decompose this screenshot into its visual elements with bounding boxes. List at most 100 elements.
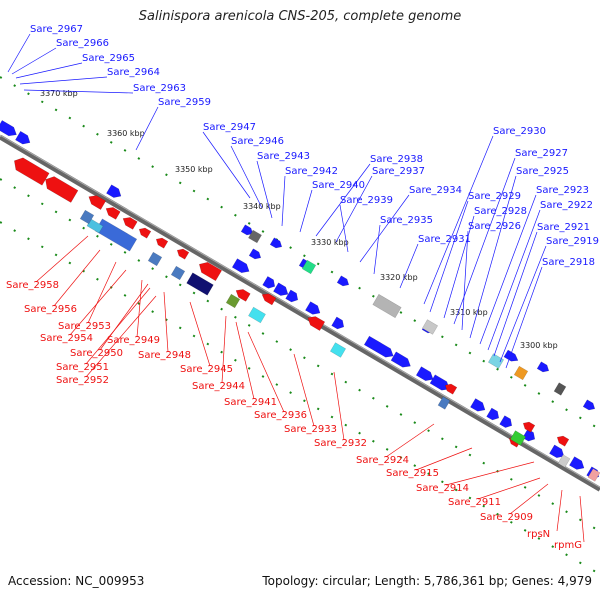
leader-line [373,224,381,275]
leader-line [479,194,537,345]
leader-line [359,194,410,263]
gene-label-plus: Sare_2928 [474,206,527,217]
gene-label-plus: Sare_2940 [312,180,365,191]
gene-block-steel [170,265,186,281]
gene-label-plus: Sare_2929 [468,191,521,202]
gene-label-minus: Sare_2954 [40,333,93,344]
gene-label-plus: Sare_2959 [158,97,211,108]
leader-line [429,200,469,313]
gene-block-green [509,430,527,446]
leader-line [293,353,315,427]
plus-strand-gene [363,335,394,358]
leader-line [247,331,285,413]
gene-label-minus: Sare_2911 [448,497,501,508]
gene-label-plus: Sare_2939 [340,195,393,206]
plus-strand-gene [0,120,17,137]
gene-label-minus: rpmG [554,540,582,551]
leader-line [505,266,543,369]
minus-strand-gene [45,176,79,203]
gene-block-steel [437,396,451,410]
plus-strand-gene [262,276,276,289]
minus-strand-gene [105,207,121,220]
gene-block-green [225,293,241,309]
gene-label-plus: Sare_2925 [516,166,569,177]
minus-strand-gene [556,435,570,447]
gene-label-minus: Sare_2958 [6,280,59,291]
gene-label-minus: Sare_2945 [180,364,233,375]
gene-label-plus: Sare_2946 [231,136,284,147]
gene-label-minus: Sare_2909 [480,512,533,523]
gene-label-plus: Sare_2937 [372,166,425,177]
plus-strand-gene [273,282,289,296]
leader-line [339,204,349,253]
plus-strand-gene [331,316,345,330]
minus-strand-gene [522,421,536,433]
leader-line [333,371,345,441]
leader-line [509,483,549,515]
leader-line [493,231,538,357]
gene-label-minus: Sare_2941 [224,397,277,408]
leader-line [135,106,159,151]
leader-line [15,62,83,79]
gene-block-green [301,259,317,275]
gene-label-minus: Sare_2944 [192,381,245,392]
gene-label-minus: Sare_2952 [56,375,109,386]
gene-label-plus: Sare_2919 [546,236,599,247]
gene-label-plus: Sare_2923 [536,185,589,196]
gene-label-minus: Sare_2914 [416,483,469,494]
leader-line [415,447,473,471]
leader-line [556,489,563,532]
minus-strand-gene [138,227,152,239]
leader-line [35,235,89,283]
gene-label-plus: Sare_2921 [537,222,590,233]
gene-block-cyan [248,306,266,324]
leader-line [335,175,373,243]
leader-line [87,261,117,324]
gene-label-plus: Sare_2942 [285,166,338,177]
gene-label-plus: Sare_2967 [30,24,83,35]
scale-label-kbp: 3360 kbp [107,129,145,138]
plus-strand-gene [15,130,31,145]
scale-label-kbp: 3300 kbp [520,341,558,350]
scale-label-kbp: 3320 kbp [380,273,418,282]
gene-block-cyan [329,342,347,358]
plus-strand-gene [231,258,250,273]
minus-strand-gene [307,316,326,331]
minus-strand-gene [198,261,223,282]
leader-line [235,321,255,400]
accession-text: Accession: NC_009953 [8,574,145,588]
gene-label-plus: Sare_2963 [133,83,186,94]
minus-strand-gene [88,195,107,210]
plus-strand-gene [549,444,565,458]
minus-strand-gene [235,289,251,302]
leader-line [53,249,101,307]
gene-block-gray [421,319,439,335]
gene-label-minus: Sare_2953 [58,321,111,332]
plus-strand-gene [106,184,122,198]
leader-line [399,243,419,289]
plus-strand-gene [536,361,550,373]
leader-line [385,423,435,458]
leader-line [477,477,541,500]
leader-line [315,163,371,237]
leader-line [299,189,313,233]
plus-strand-gene [269,237,283,249]
leader-line [11,47,57,75]
summary-text: Topology: circular; Length: 5,786,361 bp… [262,574,592,588]
leader-line [136,279,143,338]
plus-strand-gene [522,428,536,442]
gene-label-minus: rpsN [527,529,550,540]
plus-strand-gene [390,351,411,368]
minus-strand-gene [444,383,458,395]
scale-label-kbp: 3330 kbp [311,238,349,247]
gene-block-gray [248,229,262,244]
plus-strand-gene [305,301,321,315]
genome-backbone [0,134,600,492]
gene-label-plus: Sare_2964 [107,67,160,78]
leader-line [499,245,547,363]
gene-label-minus: Sare_2951 [56,362,109,373]
leader-line [281,175,286,227]
gene-block-gray [553,382,567,396]
gene-label-plus: Sare_2935 [380,215,433,226]
leader-line [469,175,517,339]
